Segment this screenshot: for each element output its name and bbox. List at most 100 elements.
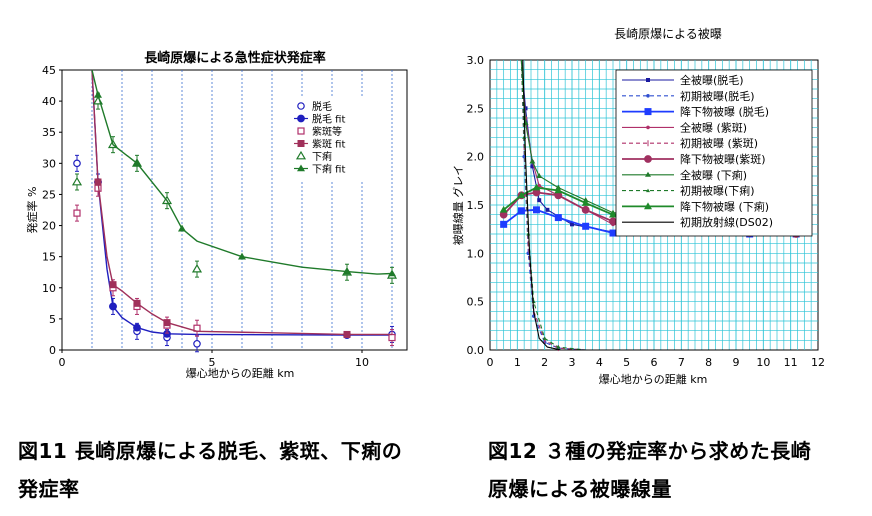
x-tick-label: 5 [623, 356, 630, 369]
legend-label: 全被曝(脱毛) [680, 73, 744, 87]
data-point [537, 183, 541, 188]
left-chart: 長崎原爆による急性症状発症率 0 5 10 15 20 25 30 35 40 45 0 5 10 爆… [25, 50, 408, 380]
legend-label: 全被曝 (下痢) [680, 168, 747, 182]
legend-marker [297, 102, 305, 110]
x-tick-label: 1 [514, 356, 521, 369]
legend-marker [646, 188, 650, 193]
data-point [94, 178, 102, 186]
data-point [532, 206, 540, 214]
legend-box [290, 98, 390, 180]
legend-label: 紫斑等 [312, 125, 342, 138]
data-point [178, 224, 186, 232]
legend-label: 初期被曝 (紫斑) [680, 136, 758, 150]
caption-line: 図12 ３種の発症率から求めた長崎 [488, 439, 812, 463]
y-tick-label: 3.0 [467, 54, 485, 67]
data-point [73, 209, 81, 217]
series-下痢 fit [91, 69, 396, 277]
fit-line [91, 69, 393, 275]
y-axis-ticks: 0.0 0.5 1.0 1.5 2.0 2.5 3.0 [467, 54, 485, 357]
data-point [609, 217, 617, 226]
y-tick-label: 1.5 [467, 199, 485, 212]
legend-label: 降下物被曝(紫斑) [680, 152, 766, 166]
data-point [570, 222, 574, 227]
legend-label: 降下物被曝 (脱毛) [680, 105, 769, 119]
data-point [542, 336, 547, 340]
legend-marker [646, 78, 650, 82]
legend-marker [646, 125, 650, 130]
series-line [520, 59, 797, 351]
legend-label: 初期被曝(下痢) [680, 184, 755, 198]
legend-label: 脱毛 fit [312, 113, 345, 126]
legend-label: 脱毛 [312, 100, 332, 113]
series-group [71, 69, 398, 353]
series-紫斑 fit [91, 69, 392, 338]
legend-marker [297, 140, 305, 147]
data-point [517, 207, 525, 215]
legend-marker [295, 150, 307, 160]
x-axis-label: 爆心地からの距離 km [186, 366, 295, 380]
legend-label: 紫斑 fit [312, 138, 345, 151]
x-tick-label: 5 [209, 356, 216, 369]
x-tick-label: 10 [355, 356, 369, 369]
y-tick-label: 15 [42, 251, 56, 264]
y-tick-label: 1.0 [467, 247, 485, 260]
data-point [517, 191, 526, 199]
data-point [133, 323, 141, 332]
legend-label: 下痢 fit [312, 163, 345, 176]
right-figure-caption: 図12 ３種の発症率から求めた長崎 原爆による被曝線量 [488, 432, 868, 508]
y-tick-label: 0.5 [467, 296, 485, 309]
y-axis-label: 被曝線量 グレイ [451, 165, 465, 246]
y-tick-label: 35 [42, 126, 56, 139]
x-tick-label: 12 [811, 356, 825, 369]
data-point [109, 281, 117, 289]
chart-title: 長崎原爆による被曝 [614, 27, 722, 41]
legend-marker [646, 94, 650, 98]
x-tick-label: 9 [733, 356, 740, 369]
data-point [133, 159, 141, 167]
y-tick-label: 5 [49, 313, 56, 326]
y-tick-label: 2.5 [467, 102, 485, 115]
y-tick-label: 2.0 [467, 151, 485, 164]
x-tick-label: 0 [487, 356, 494, 369]
x-tick-label: 4 [596, 356, 603, 369]
data-point [536, 173, 543, 178]
y-tick-label: 0.0 [467, 344, 485, 357]
caption-line: 発症率 [18, 477, 80, 501]
x-tick-label: 8 [705, 356, 712, 369]
data-point [109, 302, 117, 311]
x-tick-label: 10 [756, 356, 770, 369]
y-tick-label: 45 [42, 64, 56, 77]
legend-label: 全被曝 (紫斑) [680, 120, 747, 134]
y-axis-ticks: 0 5 10 15 20 25 30 35 40 45 [42, 64, 62, 357]
data-point [388, 269, 396, 277]
data-point [532, 183, 541, 191]
data-point [71, 176, 83, 186]
x-tick-label: 11 [784, 356, 798, 369]
gridlines [91, 70, 393, 350]
y-tick-label: 25 [42, 188, 56, 201]
legend: 全被曝(脱毛) 初期被曝(脱毛) 降下物被曝 (脱毛)全被曝 (紫斑) 初期被曝 (紫… [615, 69, 813, 237]
data-point [163, 319, 171, 327]
x-axis-ticks: 0 5 10 [59, 350, 369, 369]
y-tick-label: 10 [42, 282, 56, 295]
data-point [581, 205, 590, 214]
y-axis-label: 発症率 % [25, 187, 39, 234]
data-point [556, 345, 561, 349]
x-tick-label: 3 [569, 356, 576, 369]
data-point [343, 267, 351, 275]
data-point [554, 214, 562, 222]
x-tick-label: 7 [678, 356, 685, 369]
legend-marker [644, 202, 652, 210]
legend-marker [297, 127, 305, 135]
legend-label: 初期被曝(脱毛) [680, 89, 755, 103]
y-tick-label: 30 [42, 157, 56, 170]
data-point [529, 158, 536, 164]
data-point [191, 263, 203, 273]
legend-marker [297, 164, 305, 172]
data-point [94, 90, 102, 98]
series-line [522, 59, 797, 351]
chart-title: 長崎原爆による急性症状発症率 [144, 50, 326, 66]
data-point [609, 210, 617, 218]
